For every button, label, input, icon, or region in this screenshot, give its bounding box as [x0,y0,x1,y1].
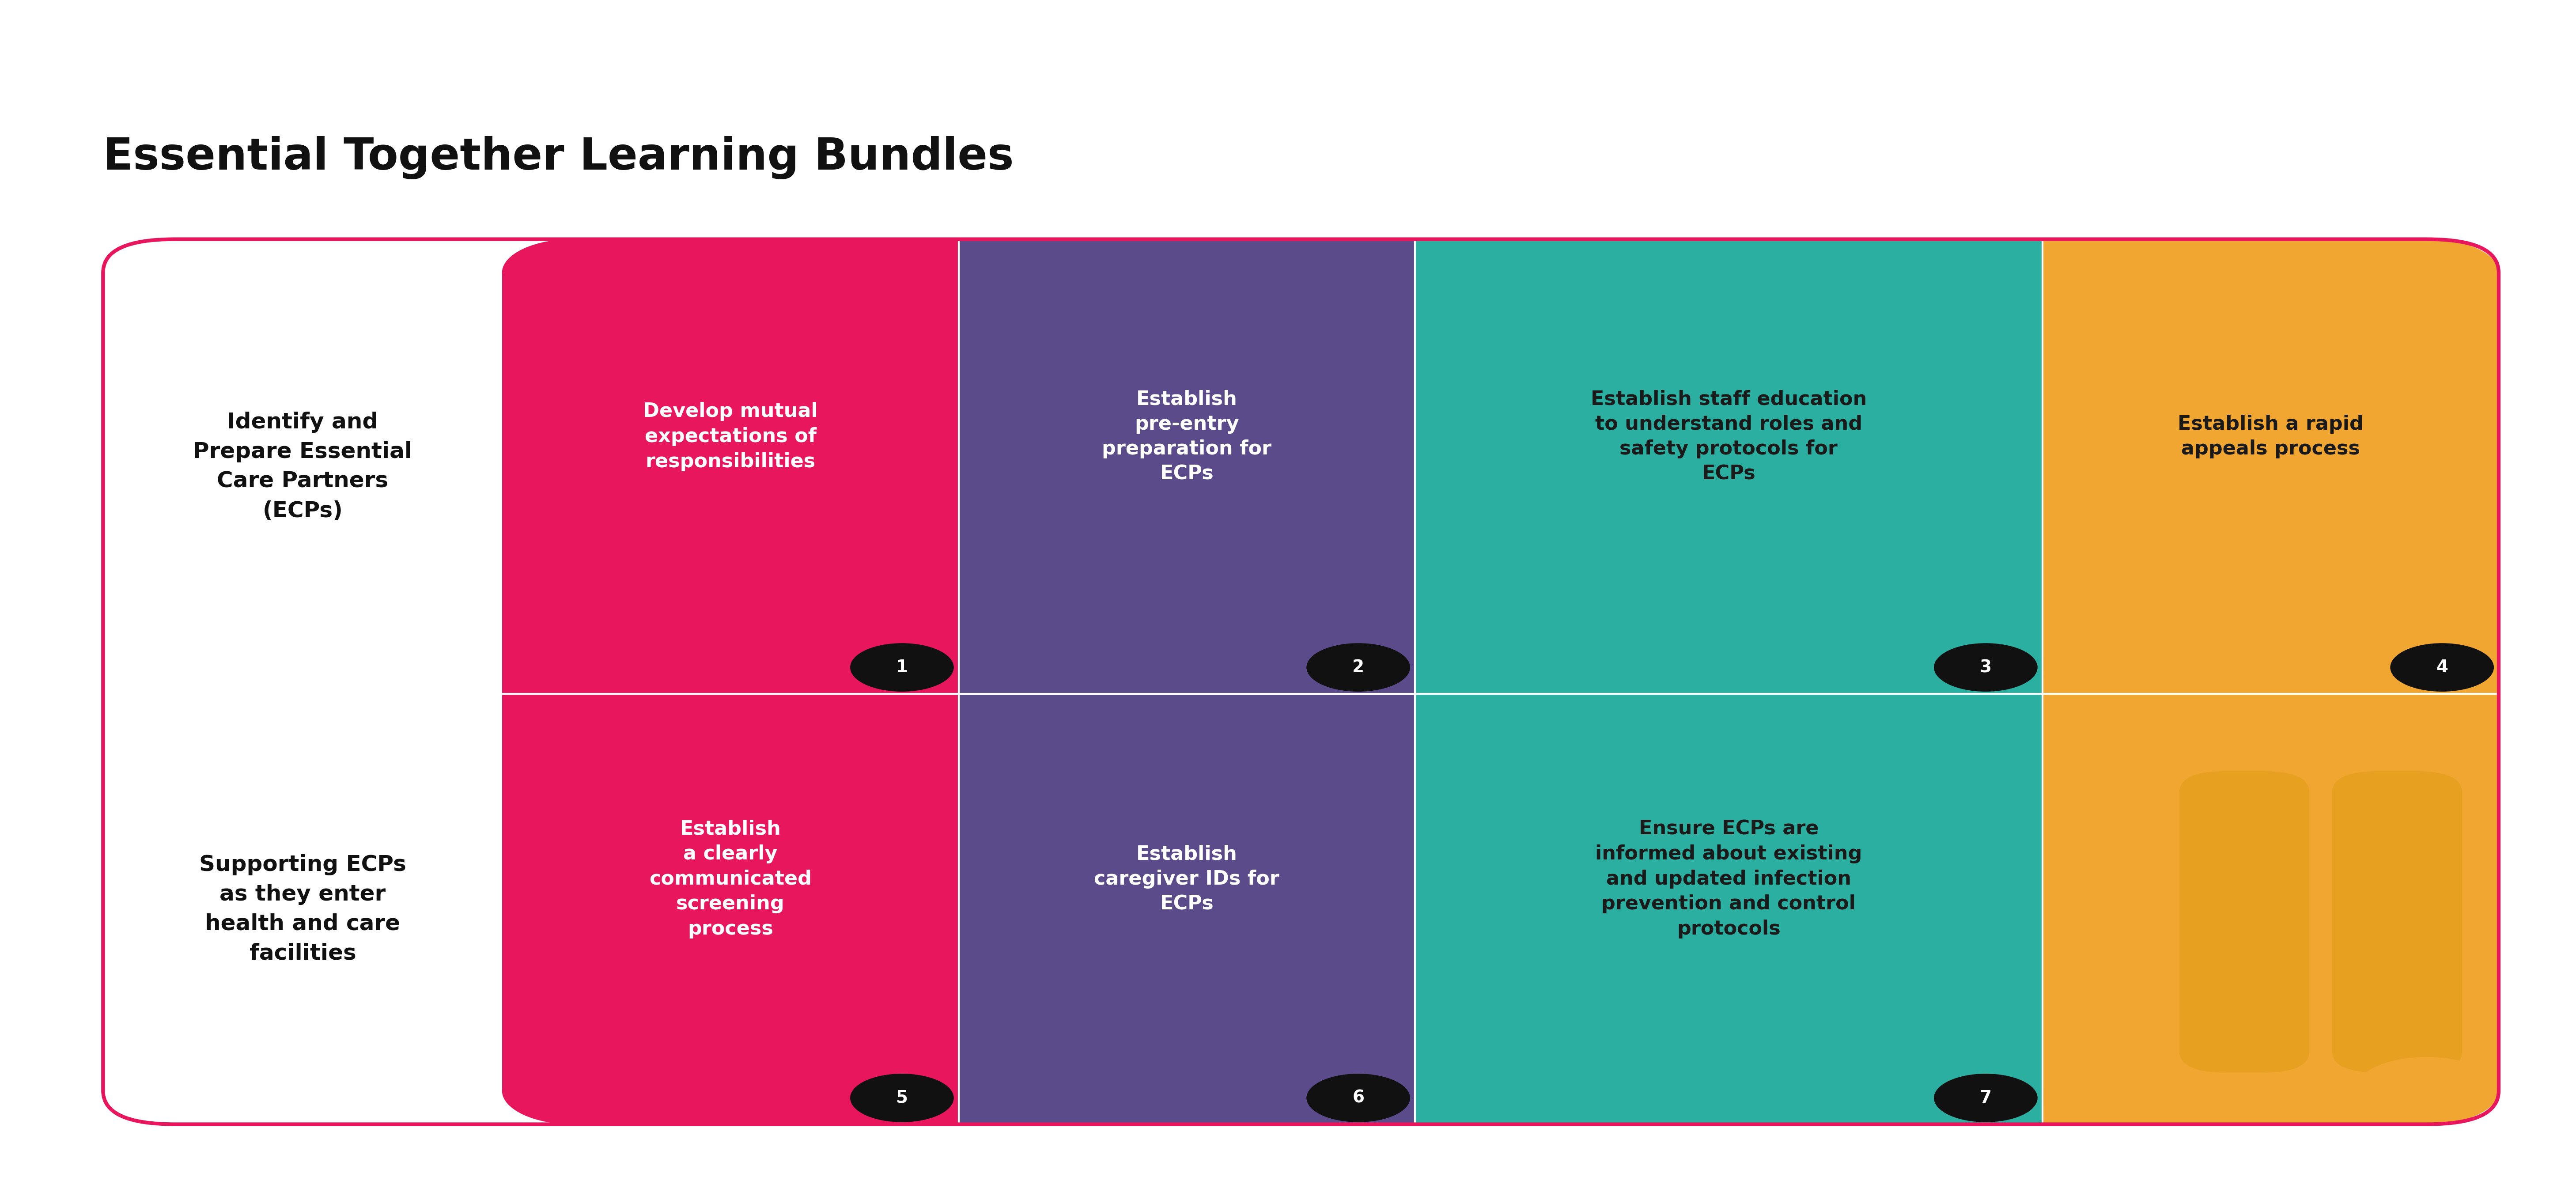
Text: Identify and
Prepare Essential
Care Partners
(ECPs): Identify and Prepare Essential Care Part… [193,411,412,521]
FancyBboxPatch shape [2043,694,2499,1124]
Circle shape [850,643,953,691]
Circle shape [1306,1074,1409,1122]
FancyBboxPatch shape [502,239,574,273]
Circle shape [2354,239,2499,306]
FancyBboxPatch shape [103,694,502,1124]
FancyBboxPatch shape [1414,694,2043,1124]
FancyBboxPatch shape [2427,239,2499,273]
FancyBboxPatch shape [958,694,1414,1124]
FancyBboxPatch shape [1414,239,2043,694]
Text: 4: 4 [2437,659,2447,676]
FancyBboxPatch shape [2179,771,2311,1073]
Text: Establish a rapid
appeals process: Establish a rapid appeals process [2177,415,2365,458]
Text: Ensure ECPs are
informed about existing
and updated infection
prevention and con: Ensure ECPs are informed about existing … [1595,819,1862,939]
Text: Establish
caregiver IDs for
ECPs: Establish caregiver IDs for ECPs [1095,844,1280,914]
FancyBboxPatch shape [103,239,175,273]
Text: 2: 2 [1352,659,1365,676]
Text: Establish
pre-entry
preparation for
ECPs: Establish pre-entry preparation for ECPs [1103,390,1273,483]
Circle shape [1935,643,2038,691]
Text: Establish staff education
to understand roles and
safety protocols for
ECPs: Establish staff education to understand … [1589,390,1868,483]
Text: Establish
a clearly
communicated
screening
process: Establish a clearly communicated screeni… [649,819,811,939]
Text: 7: 7 [1981,1090,1991,1106]
Text: Develop mutual
expectations of
responsibilities: Develop mutual expectations of responsib… [644,402,817,471]
FancyBboxPatch shape [103,239,502,694]
Circle shape [502,1057,647,1124]
FancyBboxPatch shape [502,1091,574,1124]
FancyBboxPatch shape [2043,239,2499,694]
Text: 6: 6 [1352,1090,1365,1106]
FancyBboxPatch shape [958,239,1414,694]
Text: 1: 1 [896,659,907,676]
Circle shape [103,239,247,306]
FancyBboxPatch shape [103,1091,175,1124]
FancyBboxPatch shape [2427,1091,2499,1124]
FancyBboxPatch shape [502,694,958,1124]
Circle shape [502,239,647,306]
Text: 3: 3 [1981,659,1991,676]
Text: Supporting ECPs
as they enter
health and care
facilities: Supporting ECPs as they enter health and… [198,854,407,964]
Circle shape [2354,1057,2499,1124]
Text: Essential Together Learning Bundles: Essential Together Learning Bundles [103,136,1015,179]
Circle shape [1935,1074,2038,1122]
FancyBboxPatch shape [2331,771,2463,1073]
Circle shape [2391,643,2494,691]
FancyBboxPatch shape [502,239,958,694]
Circle shape [103,1057,247,1124]
Circle shape [850,1074,953,1122]
Text: 5: 5 [896,1090,907,1106]
Circle shape [1306,643,1409,691]
